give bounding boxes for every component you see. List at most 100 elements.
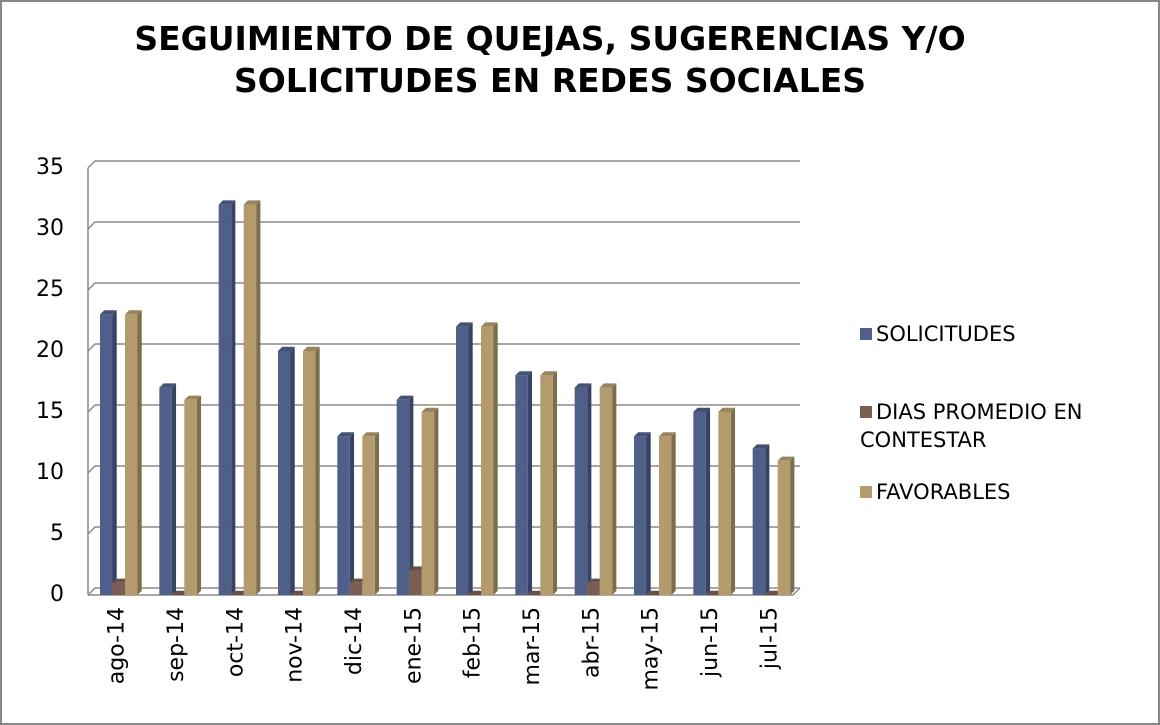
bar-side	[434, 407, 439, 595]
bar-side	[290, 346, 295, 595]
grid-line	[87, 404, 800, 413]
bar	[718, 412, 731, 595]
legend-item: DIAS PROMEDIO EN CONTESTAR	[860, 398, 1150, 454]
y-tick-label: 5	[50, 521, 64, 546]
bar-side	[374, 432, 380, 595]
bar-top	[184, 395, 202, 400]
x-tick-label: jun-15	[698, 607, 723, 678]
bar-side	[612, 383, 617, 595]
bar	[752, 448, 766, 595]
x-tick-label: nov-14	[283, 607, 308, 683]
bar-side	[112, 310, 117, 595]
y-tick-label: 35	[36, 155, 64, 180]
bar	[634, 436, 647, 595]
bar-top	[243, 200, 261, 205]
bar	[303, 351, 316, 595]
bar-top	[574, 383, 592, 388]
bar-side	[646, 432, 651, 595]
legend-item: FAVORABLES	[860, 478, 1150, 506]
bar-side	[705, 407, 711, 595]
grid-line	[87, 526, 800, 535]
x-tick-label: mar-15	[520, 607, 545, 685]
x-tick-label: ene-15	[401, 607, 426, 684]
bar-top	[718, 407, 736, 412]
bar	[481, 326, 494, 595]
bar	[421, 412, 435, 595]
bar-top	[303, 346, 320, 351]
bar-side	[196, 395, 202, 595]
bar	[409, 570, 422, 595]
bar-top	[396, 395, 414, 400]
bar-top	[599, 383, 617, 388]
bar-side	[671, 432, 676, 595]
bar	[362, 436, 375, 595]
y-tick-label: 20	[36, 338, 64, 363]
bar	[349, 582, 363, 595]
bar	[278, 351, 291, 595]
bar-side	[171, 383, 177, 595]
x-axis	[88, 587, 801, 596]
grid-line	[87, 465, 800, 474]
bar-side	[468, 322, 473, 595]
bar-side	[587, 383, 592, 595]
bar	[159, 387, 172, 595]
bar-top	[125, 310, 142, 315]
bar-side	[137, 310, 142, 595]
x-tick-label: jul-15	[757, 607, 782, 670]
legend-label: SOLICITUDES	[876, 322, 1016, 346]
grid-line	[87, 160, 800, 169]
bar-side	[765, 444, 770, 595]
bar-top	[540, 371, 558, 376]
x-tick-label: abr-15	[579, 607, 604, 678]
x-tick-label: ago-14	[105, 607, 130, 684]
bar	[218, 204, 232, 595]
grid-line	[87, 221, 800, 230]
x-tick-label: may-15	[639, 607, 664, 690]
bar-top	[159, 383, 177, 388]
bar	[112, 582, 125, 595]
legend-swatch	[860, 486, 872, 498]
bar	[693, 412, 706, 595]
bar	[574, 387, 588, 595]
bar-side	[730, 407, 736, 595]
x-tick-label: dic-14	[342, 607, 367, 675]
bar-top	[481, 322, 498, 327]
legend-item: SOLICITUDES	[860, 320, 1150, 348]
y-tick-label: 10	[36, 460, 64, 485]
chart-title: SEGUIMIENTO DE QUEJAS, SUGERENCIAS Y/O S…	[134, 19, 966, 100]
bar	[337, 436, 350, 595]
bar	[125, 314, 138, 595]
bar	[599, 387, 613, 595]
bar-side	[349, 432, 355, 595]
bar-top	[337, 432, 355, 437]
bar-top	[218, 200, 236, 205]
legend-label: FAVORABLES	[876, 480, 1011, 504]
bar	[396, 399, 410, 595]
bar	[659, 436, 672, 595]
bar-side	[790, 456, 795, 595]
y-tick-label: 15	[36, 399, 64, 424]
grid-line	[87, 343, 800, 352]
bar-side	[409, 395, 414, 595]
bar	[515, 375, 528, 595]
y-tick-label: 25	[36, 277, 64, 302]
bar-top	[278, 346, 295, 351]
bar	[456, 326, 469, 595]
bar-side	[231, 200, 236, 595]
bar-top	[456, 322, 473, 327]
bar-top	[634, 432, 651, 437]
bar-side	[256, 200, 261, 595]
bar-top	[421, 407, 439, 412]
bar-top	[659, 432, 676, 437]
bar-side	[552, 371, 558, 595]
bar	[587, 582, 600, 595]
bar-top	[100, 310, 117, 315]
legend-swatch	[860, 328, 872, 340]
bar-side	[315, 346, 320, 595]
grid-line	[87, 282, 800, 291]
y-tick-label: 0	[50, 582, 64, 607]
bar-top	[777, 456, 795, 461]
